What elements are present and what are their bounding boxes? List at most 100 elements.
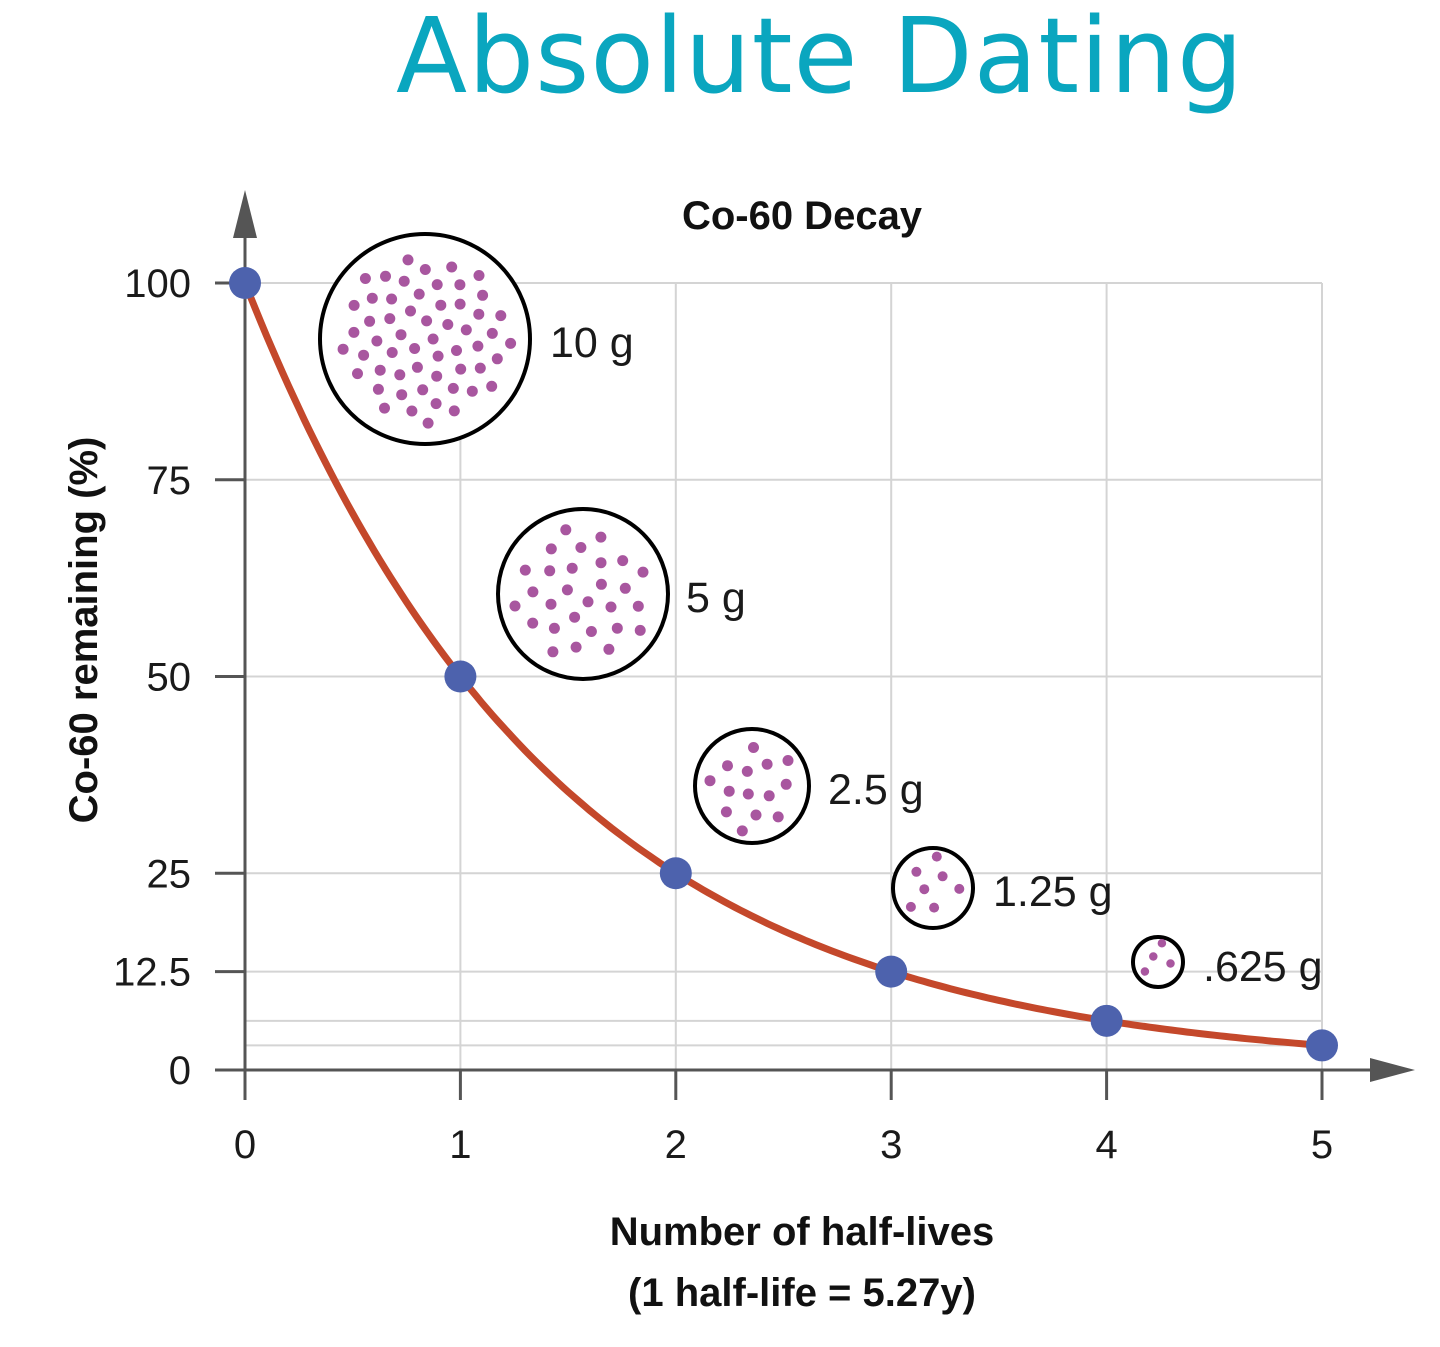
y-tick-label: 25 <box>147 852 192 896</box>
atom-dot <box>473 270 485 281</box>
atom-dot <box>421 315 433 327</box>
atom-dot <box>611 622 623 634</box>
atom-dot <box>575 542 587 553</box>
y-tick-label: 100 <box>124 262 191 306</box>
data-point <box>1306 1029 1338 1062</box>
atom-dot <box>637 566 649 578</box>
atom-dot <box>545 598 557 610</box>
atom-dot <box>1140 967 1150 976</box>
atom-dot <box>374 364 386 376</box>
atom-dot <box>1157 938 1167 948</box>
atom-dot <box>723 785 735 797</box>
atom-dot <box>454 279 466 291</box>
y-axis-label: Co-60 remaining (%) <box>62 437 106 824</box>
atom-dot <box>619 582 631 594</box>
x-axis-sublabel: (1 half-life = 5.27y) <box>628 1271 976 1315</box>
x-axis-label: Number of half-lives <box>610 1210 995 1254</box>
atom-dot <box>432 350 444 362</box>
atom-dot <box>617 555 629 567</box>
atom-dot <box>337 343 349 355</box>
atom-dot <box>545 543 557 555</box>
atom-dot <box>402 254 414 266</box>
atom-dot <box>750 809 762 821</box>
atom-dot <box>406 405 418 417</box>
atom-dot <box>431 279 443 291</box>
atom-dot <box>395 329 407 341</box>
x-tick-label: 3 <box>880 1123 902 1167</box>
atom-dot <box>519 564 531 576</box>
points-layer <box>229 267 1338 1062</box>
atom-dot <box>442 319 454 330</box>
atom-dot <box>595 578 607 590</box>
atom-dot <box>366 292 378 304</box>
atom-dot <box>780 778 792 790</box>
mass-sample: 5 g <box>496 507 746 681</box>
atom-dot <box>505 337 517 349</box>
atom-dot <box>413 288 425 300</box>
atom-dot <box>419 264 431 275</box>
x-tick-label: 2 <box>665 1123 687 1167</box>
atom-dot <box>937 871 948 882</box>
atom-dot <box>352 368 363 380</box>
atom-dot <box>451 345 462 356</box>
mass-sample: 2.5 g <box>693 727 924 845</box>
atom-dot <box>561 584 573 596</box>
atom-dot <box>548 622 560 634</box>
atom-dot <box>544 565 556 577</box>
mass-label: 10 g <box>550 319 634 367</box>
x-tick-label: 5 <box>1311 1123 1333 1167</box>
atom-dot <box>409 343 421 354</box>
atom-dot <box>486 380 498 392</box>
atom-dot <box>1149 952 1158 961</box>
y-axis-arrow <box>233 190 257 238</box>
atom-dot <box>474 362 486 374</box>
atom-dot <box>761 758 773 770</box>
atom-dot <box>570 641 582 653</box>
data-point <box>659 857 692 890</box>
atom-dot <box>380 270 391 282</box>
atom-dot <box>527 617 539 629</box>
atom-dot <box>422 417 434 429</box>
atom-dot <box>348 299 360 311</box>
atom-dot <box>435 299 447 311</box>
atom-dot <box>634 624 646 636</box>
atom-dot <box>603 643 615 655</box>
atom-dot <box>477 289 489 301</box>
atom-dot <box>736 825 748 837</box>
atom-dot <box>905 901 916 912</box>
atom-dot <box>527 586 539 598</box>
atom-dot <box>722 760 733 772</box>
atom-dot <box>411 361 423 373</box>
atom-dot <box>427 333 439 345</box>
atom-dot <box>582 596 594 608</box>
atom-dot <box>405 305 416 317</box>
mass-label: 5 g <box>686 574 746 622</box>
atom-dot <box>772 811 784 823</box>
atom-dot <box>585 626 597 637</box>
atom-dot <box>632 600 644 612</box>
atom-dot <box>741 765 753 777</box>
y-tick-label: 0 <box>169 1049 191 1093</box>
atom-dot <box>455 363 467 375</box>
curve-layer <box>241 279 1326 1049</box>
atom-dot <box>359 273 371 284</box>
atom-dot <box>348 326 360 338</box>
atom-dot <box>919 884 930 895</box>
atom-dot <box>430 398 442 410</box>
atom-dot <box>398 275 410 287</box>
page-title: Absolute Dating <box>395 0 1244 117</box>
data-point <box>444 660 477 693</box>
x-tick-label: 0 <box>234 1123 256 1167</box>
atom-dot <box>384 313 396 325</box>
atom-dot <box>394 369 406 381</box>
atom-dot <box>547 646 559 658</box>
data-point <box>1090 1004 1123 1037</box>
atom-dot <box>704 775 716 787</box>
atom-dot <box>431 370 443 382</box>
mass-sample: 10 g <box>318 232 634 446</box>
atom-dot <box>763 790 775 802</box>
mass-label: .625 g <box>1203 943 1323 991</box>
atom-dot <box>466 385 478 397</box>
atom-dot <box>569 611 581 623</box>
